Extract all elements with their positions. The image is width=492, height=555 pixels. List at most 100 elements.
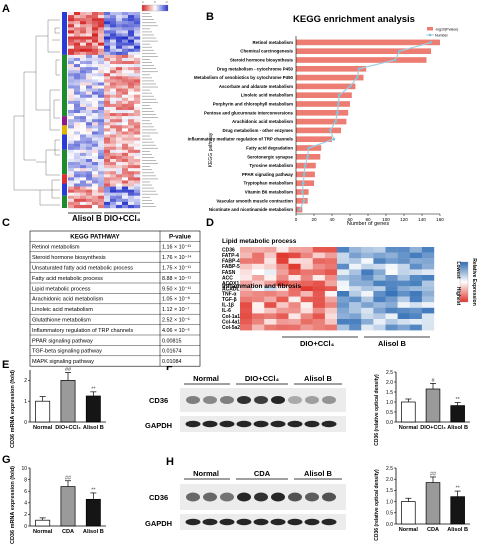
heatmap-a-cell (68, 103, 75, 108)
heatmap-a-cell (68, 64, 75, 68)
heatmap-a-cell (134, 168, 141, 172)
heatmap-a-cell (92, 79, 99, 83)
heatmap-d-cell (300, 275, 313, 281)
heatmap-a-cell (116, 61, 123, 65)
heatmap-a-cell (116, 171, 123, 175)
heatmap-a-cell (80, 45, 87, 49)
heatmap-a-cell (92, 155, 99, 160)
heatmap-a-cell (74, 97, 81, 102)
heatmap-d-cell (349, 280, 362, 287)
heatmap-a-cell (92, 198, 99, 203)
heatmap-a-cell (116, 116, 123, 120)
chart-h-y-tick-label: 2.0 (386, 477, 393, 483)
heatmap-a-cell (110, 110, 117, 114)
heatmap-a-cell (110, 155, 117, 160)
heatmap-a-cell (98, 91, 105, 95)
heatmap-a-cell (74, 198, 81, 203)
heatmap-a-cell (122, 57, 129, 62)
heatmap-a-cell (98, 137, 105, 141)
heatmap-a-cell (98, 110, 105, 114)
heatmap-a-cell (128, 12, 135, 16)
chart-b-category-label: Pentose and glucuronate interconversions (204, 110, 294, 115)
heatmap-a-dendrogram (13, 19, 60, 206)
heatmap-a-cell (134, 30, 141, 34)
heatmap-a-cell (116, 125, 123, 129)
heatmap-a-cell (86, 15, 93, 19)
heatmap-d-cell (421, 313, 435, 320)
heatmap-a-cell (104, 30, 111, 34)
heatmap-a-cell (74, 165, 81, 169)
heatmap-d-cell (337, 302, 350, 308)
heatmap-a-cell (80, 146, 87, 151)
chart-b-legend-number: Number (435, 34, 449, 38)
blot-gapdh-band (236, 420, 252, 428)
heatmap-a-cell (74, 131, 81, 135)
heatmap-a-cell (116, 180, 123, 184)
heatmap-d-lipid-title: Lipid metabolic process (222, 238, 297, 245)
chart-b-x-tick-label: 100 (382, 217, 390, 222)
heatmap-a-cell (122, 146, 129, 151)
heatmap-a-cell (122, 183, 129, 187)
heatmap-a-cell (134, 149, 141, 154)
heatmap-a-cell (116, 94, 123, 98)
heatmap-a-cell (128, 94, 135, 98)
heatmap-a-cell (98, 134, 105, 138)
heatmap-a-cell (98, 131, 105, 135)
heatmap-d-cell (337, 252, 350, 259)
heatmap-d-cell (276, 275, 289, 281)
chart-b-x-tick-label: 120 (400, 217, 408, 222)
heatmap-d-cell (324, 307, 338, 314)
heatmap-a-cell (110, 122, 117, 126)
heatmap-a-cluster-sidebar (62, 12, 67, 208)
chart-h-y-tick-label: 1.0 (386, 499, 393, 505)
heatmap-a-cell (86, 165, 93, 169)
colorbar-a-tick-mid: 0 (154, 0, 156, 4)
heatmap-d-cell (373, 280, 386, 287)
chart-b-number-series-line (299, 41, 432, 210)
heatmap-d-cell (288, 247, 301, 253)
heatmap-d-cell (288, 307, 301, 314)
heatmap-a-cell (104, 165, 111, 169)
chart-b-legend-pvalue: -log10(Pvalue) (435, 28, 458, 32)
heatmap-d-cell (421, 324, 435, 331)
heatmap-d-cell (276, 247, 289, 253)
heatmap-d-cell (264, 269, 277, 276)
heatmap-a-cell (134, 64, 141, 68)
heatmap-a-cell (80, 155, 87, 160)
heatmap-d-gene-label: FABP-4 (222, 259, 240, 265)
heatmap-d-cell (361, 258, 374, 264)
chart-f-y-tick-label: 1.5 (386, 390, 393, 396)
heatmap-a-cell (98, 39, 105, 43)
heatmap-a-cell (128, 18, 135, 22)
heatmap-a-cell (86, 18, 93, 22)
blot-gapdh-band (219, 518, 235, 526)
heatmap-a-cell (80, 143, 87, 147)
heatmap-d-cell (373, 286, 386, 292)
heatmap-d-cell (349, 291, 362, 297)
heatmap-a-cell (110, 149, 117, 154)
heatmap-a-cell (134, 134, 141, 138)
heatmap-d-cell (349, 269, 362, 276)
chart-b-x-tick-label: 140 (418, 217, 426, 222)
heatmap-d-cell (252, 307, 265, 314)
heatmap-a-cell (128, 201, 135, 206)
heatmap-d-cell (288, 280, 301, 287)
heatmap-a-cell (110, 91, 117, 95)
heatmap-a-cell (98, 204, 105, 209)
blot-cd36-band (203, 492, 217, 502)
heatmap-a-cell (122, 165, 129, 169)
heatmap-a-cell (104, 100, 111, 105)
heatmap-a-cell (110, 67, 117, 71)
heatmap-a-cell (74, 149, 81, 154)
heatmap-a-cell (104, 171, 111, 175)
heatmap-a-cluster-segment (62, 116, 67, 126)
heatmap-a-cell (98, 192, 105, 196)
panel-label-c: C (2, 217, 10, 229)
heatmap-a-cell (80, 122, 87, 126)
heatmap-a-cell (74, 119, 81, 123)
chart-b-bar (296, 118, 347, 125)
heatmap-a-cell (86, 30, 93, 34)
blot-gapdh-band (270, 518, 286, 526)
heatmap-a-cell (128, 30, 135, 34)
heatmap-a-cell (104, 76, 111, 80)
